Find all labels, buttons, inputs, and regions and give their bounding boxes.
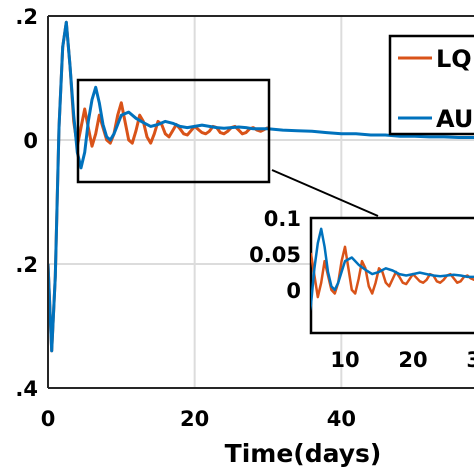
inset-y-tick-label: 0.1	[264, 207, 301, 231]
inset-ticks: 10 20 30 0.1 0.05 0	[249, 207, 474, 372]
y-tick-label: .2	[15, 5, 38, 29]
inset-y-tick-label: 0	[286, 279, 301, 303]
inset-y-tick-label: 0.05	[249, 243, 301, 267]
legend: LQ AU	[388, 34, 474, 136]
zoom-box	[76, 78, 271, 184]
y-tick-label: .4	[15, 377, 38, 401]
x-axis-label: Time(days)	[225, 439, 382, 468]
inset-x-tick-label: 10	[330, 348, 359, 372]
ticks: 020406.20.2.4	[15, 5, 356, 431]
inset-x-tick-label: 20	[398, 348, 427, 372]
x-tick-label: 40	[327, 407, 356, 431]
inset-line-au	[311, 227, 474, 311]
y-tick-label: .2	[15, 253, 38, 277]
main-series	[48, 20, 474, 353]
series-line-au	[48, 20, 474, 353]
x-tick-label: 0	[41, 407, 56, 431]
legend-label-au: AU	[436, 105, 473, 133]
inset-x-tick-label: 30	[466, 348, 474, 372]
x-tick-label: 20	[180, 407, 209, 431]
inset-series	[311, 227, 474, 311]
legend-label-lq: LQ	[436, 45, 472, 73]
zoom-connector	[271, 169, 379, 217]
y-tick-label: 0	[23, 129, 38, 153]
